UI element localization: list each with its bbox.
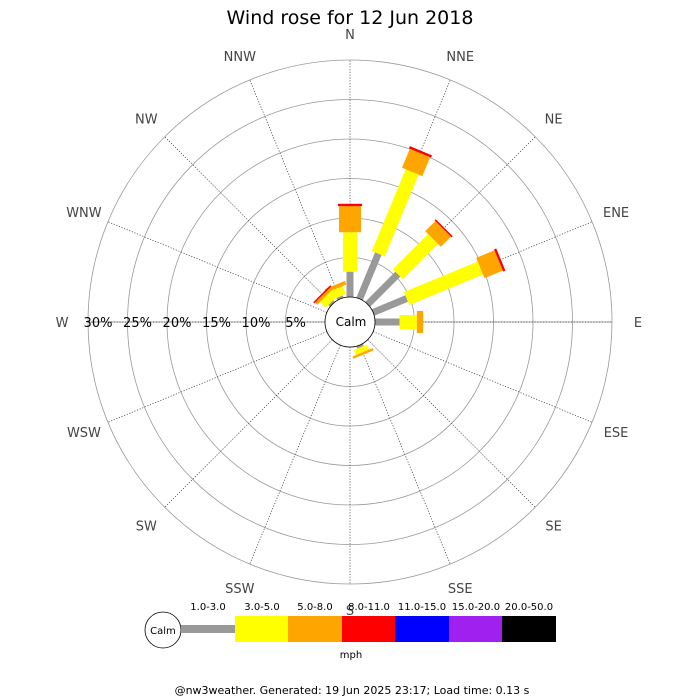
bar-ne: [365, 219, 453, 307]
bar-sse: [352, 343, 374, 359]
legend-label: 8.0-11.0: [348, 602, 390, 613]
percent-label: 5%: [285, 316, 306, 331]
bar-segment: [315, 287, 333, 305]
bar-segment: [375, 318, 400, 326]
bar-segment: [392, 234, 438, 280]
direction-label-sse: SSE: [448, 582, 473, 597]
bar-segment: [336, 295, 344, 301]
direction-label-w: W: [56, 316, 69, 331]
legend-swatch: [342, 616, 396, 642]
bar-segment: [408, 146, 433, 158]
direction-label-sw: SW: [136, 520, 157, 535]
bar-segment: [339, 206, 361, 233]
legend-units: mph: [340, 650, 362, 661]
legend-swatch: [181, 625, 235, 633]
legend-swatch: [288, 616, 342, 642]
direction-label-n: N: [345, 28, 355, 43]
direction-label-ne: NE: [545, 112, 563, 127]
bar-segment: [320, 292, 336, 308]
spoke-sw: [164, 339, 333, 508]
legend-label: 15.0-20.0: [452, 602, 500, 613]
direction-label-e: E: [634, 316, 642, 331]
bar-segment: [346, 271, 354, 297]
bar-segment: [338, 203, 362, 207]
bar-segment: [365, 271, 401, 307]
legend-label: 1.0-3.0: [190, 602, 225, 613]
legend-label: 20.0-50.0: [505, 602, 553, 613]
percent-label: 25%: [123, 316, 152, 331]
calm-circle: [324, 296, 376, 348]
legend-label: 3.0-5.0: [244, 602, 279, 613]
legend-swatch: [235, 616, 289, 642]
bar-segment: [343, 232, 357, 272]
direction-label-wsw: WSW: [67, 426, 101, 441]
direction-label-ene: ENE: [603, 206, 629, 221]
bar-segment: [476, 250, 503, 279]
direction-label-nw: NW: [135, 112, 158, 127]
bar-segment: [328, 300, 335, 307]
legend-calm-label: Calm: [150, 626, 176, 637]
chart-title: Wind rose for 12 Jun 2018: [227, 7, 474, 29]
legend-swatch: [502, 616, 556, 642]
bar-segment: [416, 311, 424, 333]
direction-label-se: SE: [545, 520, 561, 535]
spoke-wnw: [107, 221, 328, 313]
percent-label: 15%: [202, 316, 231, 331]
percent-label: 10%: [242, 316, 271, 331]
spoke-nw: [164, 136, 333, 305]
bar-segment: [352, 348, 374, 359]
direction-label-nnw: NNW: [224, 50, 256, 65]
calm-circle-group: Calm: [324, 296, 376, 348]
bar-e: [375, 311, 424, 333]
legend-items: 1.0-3.0 3.0-5.0 5.0-8.0 8.0-11.0 11.0-15.0 15…: [181, 602, 556, 642]
spoke-nnw: [249, 79, 341, 300]
bar-segment: [494, 248, 506, 272]
bar-ene: [371, 248, 506, 316]
bar-segment: [356, 343, 364, 349]
direction-label-ese: ESE: [604, 426, 629, 441]
calm-label: Calm: [336, 315, 367, 329]
bar-segment: [434, 219, 453, 238]
bar-segment: [354, 344, 370, 356]
legend-label: 11.0-15.0: [398, 602, 446, 613]
bar-segment: [356, 252, 382, 301]
direction-label-ssw: SSW: [225, 582, 255, 597]
wind-bars: [313, 146, 506, 359]
bar-segment: [371, 295, 409, 316]
legend-swatch: [395, 616, 449, 642]
direction-label-s: S: [346, 604, 354, 619]
bar-n: [338, 203, 362, 297]
spoke-se: [367, 339, 536, 508]
compass-direction-labels: N NNE NE ENE E ESE SE SSE S SSW SW WSW W WNW NW NNW: [56, 28, 643, 619]
bar-nw: [313, 285, 336, 308]
legend-swatch: [449, 616, 503, 642]
bar-nne: [356, 146, 433, 301]
footer-text: @nw3weather. Generated: 19 Jun 2025 23:1…: [175, 684, 530, 697]
radial-percent-labels: 30% 25% 20% 15% 10% 5%: [84, 316, 306, 331]
spoke-ssw: [249, 344, 341, 565]
bar-segment: [399, 315, 417, 329]
spoke-sse: [359, 344, 451, 565]
percent-label: 20%: [163, 316, 192, 331]
bar-segment: [371, 169, 419, 257]
percent-label: 30%: [84, 316, 113, 331]
direction-label-wnw: WNW: [66, 206, 102, 221]
direction-label-nne: NNE: [446, 50, 474, 65]
bar-segment: [402, 148, 431, 177]
bar-segment: [403, 261, 484, 305]
speed-legend: Calm 1.0-3.0 3.0-5.0 5.0-8.0 8.0-11.0 11.0-1…: [144, 602, 556, 661]
legend-label: 5.0-8.0: [297, 602, 332, 613]
bar-segment: [313, 285, 332, 304]
bar-segment: [425, 221, 451, 247]
spoke-wsw: [107, 331, 328, 423]
spoke-ese: [372, 331, 593, 423]
